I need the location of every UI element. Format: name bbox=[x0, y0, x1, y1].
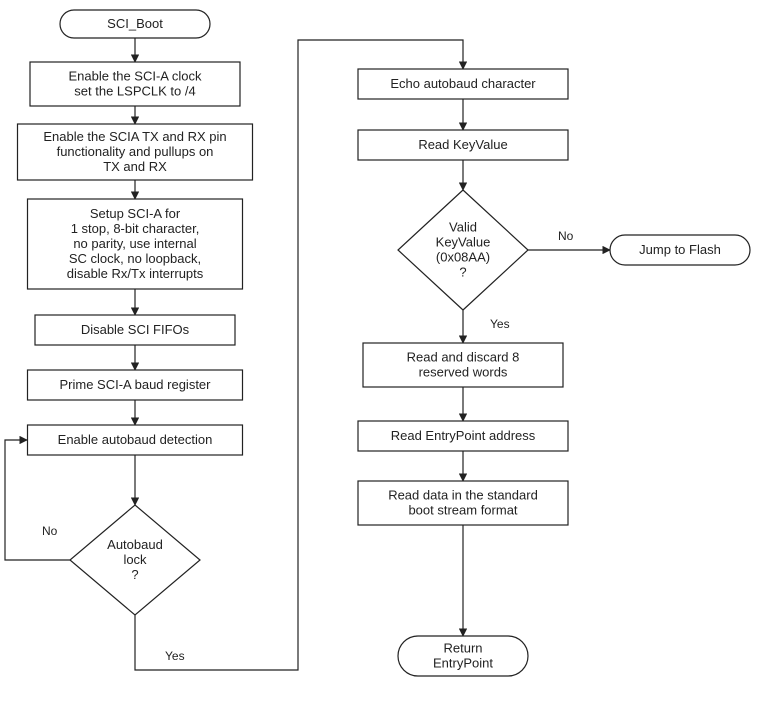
node-echo: Echo autobaud character bbox=[358, 69, 568, 99]
node-prime: Prime SCI-A baud register bbox=[28, 370, 243, 400]
node-jump-label: Jump to Flash bbox=[639, 242, 721, 257]
node-return: ReturnEntryPoint bbox=[398, 636, 528, 676]
node-readKey: Read KeyValue bbox=[358, 130, 568, 160]
edge-label-valid-yes: Yes bbox=[490, 317, 510, 331]
node-enClock-label: Enable the SCI-A clockset the LSPCLK to … bbox=[69, 69, 202, 99]
node-enClock: Enable the SCI-A clockset the LSPCLK to … bbox=[30, 62, 240, 106]
node-echo-label: Echo autobaud character bbox=[390, 76, 536, 91]
node-setup: Setup SCI-A for1 stop, 8-bit character,n… bbox=[28, 199, 243, 289]
node-valid: ValidKeyValue(0x08AA)? bbox=[398, 190, 528, 310]
node-enPins: Enable the SCIA TX and RX pinfunctionali… bbox=[18, 124, 253, 180]
node-disFifo-label: Disable SCI FIFOs bbox=[81, 322, 190, 337]
edge-label-lock-no: No bbox=[42, 524, 58, 538]
node-readData: Read data in the standardboot stream for… bbox=[358, 481, 568, 525]
node-readKey-label: Read KeyValue bbox=[418, 137, 507, 152]
node-entry-label: Read EntryPoint address bbox=[391, 428, 536, 443]
node-entry: Read EntryPoint address bbox=[358, 421, 568, 451]
node-lock: Autobaudlock? bbox=[70, 505, 200, 615]
edge-lock-no-enAuto bbox=[5, 440, 70, 560]
node-readData-label: Read data in the standardboot stream for… bbox=[388, 488, 538, 518]
node-enAuto-label: Enable autobaud detection bbox=[58, 432, 213, 447]
node-discard-label: Read and discard 8reserved words bbox=[407, 350, 520, 380]
node-start-label: SCI_Boot bbox=[107, 16, 163, 31]
node-prime-label: Prime SCI-A baud register bbox=[59, 377, 211, 392]
node-enAuto: Enable autobaud detection bbox=[28, 425, 243, 455]
edge-label-valid-no: No bbox=[558, 229, 574, 243]
node-jump: Jump to Flash bbox=[610, 235, 750, 265]
node-disFifo: Disable SCI FIFOs bbox=[35, 315, 235, 345]
edge-label-lock-yes: Yes bbox=[165, 649, 185, 663]
node-discard: Read and discard 8reserved words bbox=[363, 343, 563, 387]
node-start: SCI_Boot bbox=[60, 10, 210, 38]
